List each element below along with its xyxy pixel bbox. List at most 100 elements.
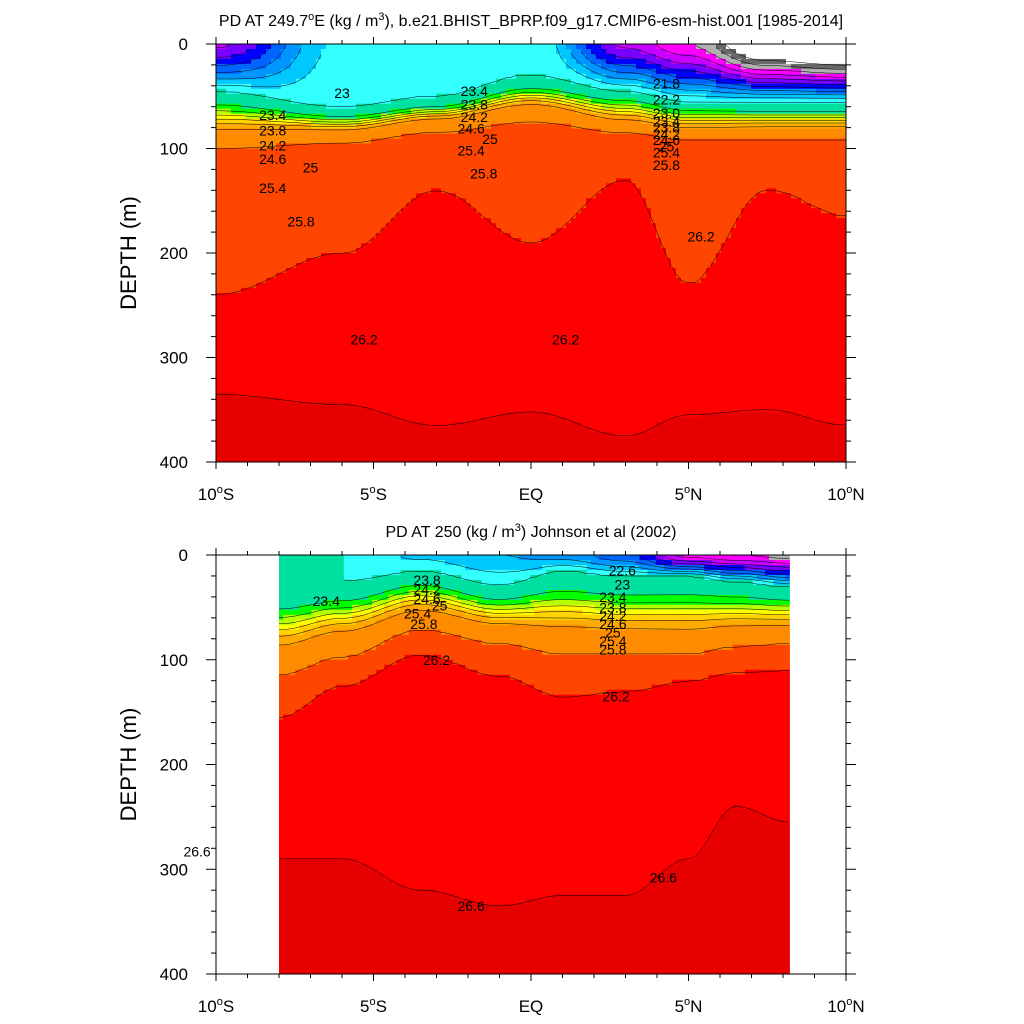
contour-cell bbox=[471, 397, 477, 403]
contour-cell bbox=[231, 417, 237, 423]
contour-cell bbox=[501, 297, 507, 304]
contour-cell bbox=[466, 342, 472, 349]
contour-cell bbox=[241, 213, 247, 219]
contour-cell bbox=[501, 402, 507, 408]
contour-cell bbox=[336, 397, 342, 403]
contour-cell bbox=[461, 387, 467, 393]
contour-cell bbox=[271, 253, 277, 259]
contour-cell bbox=[421, 322, 427, 329]
contour-cell bbox=[496, 163, 502, 170]
contour-cell bbox=[481, 48, 487, 55]
contour-cell bbox=[336, 457, 342, 462]
contour-cell bbox=[491, 322, 497, 329]
contour-cell bbox=[366, 103, 372, 110]
contour-cell bbox=[436, 337, 442, 344]
contour-cell bbox=[361, 282, 367, 289]
contour-cell bbox=[286, 277, 292, 284]
contour-cell bbox=[266, 58, 272, 65]
contour-cell bbox=[476, 337, 482, 344]
contour-cell bbox=[426, 307, 432, 314]
contour-cell bbox=[381, 113, 387, 120]
contour-cell bbox=[246, 83, 252, 90]
contour-cell bbox=[446, 208, 452, 214]
contour-cell bbox=[251, 223, 257, 229]
contour-cell bbox=[476, 248, 482, 254]
contour-cell bbox=[416, 73, 422, 80]
contour-cell bbox=[496, 452, 502, 458]
contour-cell bbox=[476, 392, 482, 398]
contour-cell bbox=[426, 412, 432, 418]
contour-cell bbox=[331, 208, 337, 214]
contour-cell bbox=[276, 68, 282, 75]
contour-cell bbox=[401, 312, 407, 319]
contour-cell bbox=[351, 447, 357, 453]
contour-cell bbox=[261, 218, 267, 224]
contour-cell bbox=[366, 452, 372, 458]
contour-cell bbox=[386, 53, 392, 60]
contour-cell bbox=[221, 347, 227, 354]
contour-cell bbox=[326, 73, 332, 80]
contour-cell bbox=[311, 302, 317, 309]
contour-cell bbox=[391, 178, 397, 184]
contour-cell bbox=[301, 198, 307, 204]
contour-cell bbox=[346, 108, 352, 115]
contour-cell bbox=[406, 367, 412, 374]
contour-cell bbox=[416, 218, 422, 224]
contour-cell bbox=[276, 302, 282, 309]
contour-cell bbox=[316, 98, 322, 105]
contour-cell bbox=[281, 382, 287, 388]
contour-cell bbox=[231, 228, 237, 234]
contour-cell bbox=[416, 317, 422, 324]
contour-cell bbox=[456, 352, 462, 359]
contour-cell bbox=[241, 257, 247, 264]
contour-cell bbox=[266, 203, 272, 209]
contour-cell bbox=[361, 442, 367, 448]
contour-cell bbox=[351, 442, 357, 448]
contour-cell bbox=[321, 198, 327, 204]
contour-cell bbox=[241, 347, 247, 354]
contour-cell bbox=[381, 367, 387, 374]
contour-cell bbox=[226, 208, 232, 214]
contour-cell bbox=[311, 198, 317, 204]
contour-cell bbox=[436, 442, 442, 448]
contour-cell bbox=[281, 178, 287, 184]
contour-cell bbox=[441, 48, 447, 55]
contour-cell bbox=[276, 143, 282, 150]
contour-cell bbox=[406, 103, 412, 110]
contour-cell bbox=[381, 53, 387, 60]
contour-cell bbox=[326, 78, 332, 85]
contour-cell bbox=[511, 128, 517, 135]
contour-cell bbox=[251, 198, 257, 204]
contour-cell bbox=[471, 113, 477, 120]
contour-cell bbox=[376, 367, 382, 374]
contour-cell bbox=[291, 352, 297, 359]
contour-cell bbox=[306, 173, 312, 179]
contour-cell bbox=[286, 163, 292, 170]
contour-cell bbox=[456, 93, 462, 100]
contour-cell bbox=[501, 357, 507, 364]
contour-cell bbox=[221, 203, 227, 209]
contour-cell bbox=[401, 262, 407, 269]
contour-cell bbox=[271, 173, 277, 179]
contour-cell bbox=[506, 133, 512, 140]
contour-cell bbox=[216, 48, 222, 55]
contour-cell bbox=[396, 73, 402, 80]
contour-cell bbox=[396, 352, 402, 359]
contour-cell bbox=[496, 402, 502, 408]
contour-cell bbox=[416, 78, 422, 85]
contour-cell bbox=[501, 103, 507, 110]
contour-cell bbox=[436, 422, 442, 428]
contour-cell bbox=[326, 367, 332, 374]
contour-cell bbox=[486, 183, 492, 189]
contour-cell bbox=[346, 223, 352, 229]
contour-cell bbox=[426, 178, 432, 184]
contour-cell bbox=[231, 248, 237, 254]
contour-cell bbox=[296, 113, 302, 120]
contour-cell bbox=[361, 297, 367, 304]
contour-cell bbox=[291, 397, 297, 403]
contour-cell bbox=[261, 133, 267, 140]
contour-cell bbox=[426, 287, 432, 294]
contour-cell bbox=[226, 44, 232, 50]
contour-cell bbox=[301, 312, 307, 319]
contour-cell bbox=[396, 447, 402, 453]
